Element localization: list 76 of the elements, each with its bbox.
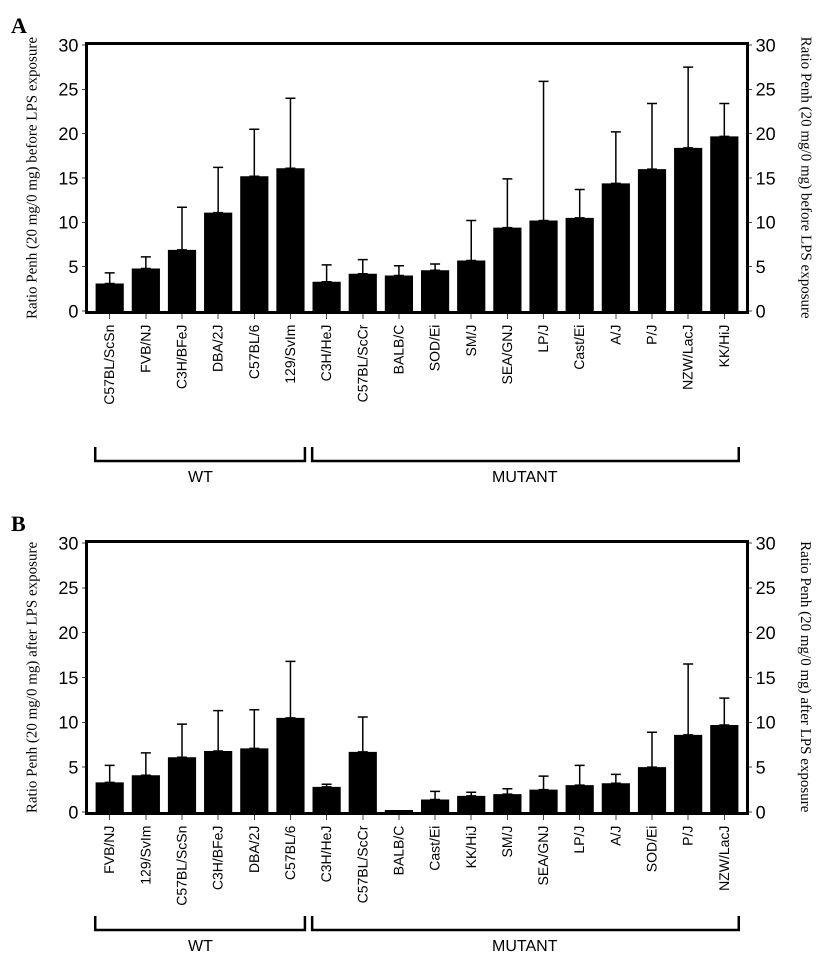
y-tick-label: 15 [58,168,78,188]
y-tick-label: 10 [58,212,78,233]
x-tick-label: DBA/2J [210,324,226,372]
y2-tick-label: 25 [756,578,776,598]
x-tick-label: SOD/Ei [644,826,660,872]
y-tick-label: 10 [58,712,78,733]
x-tick-label: LP/J [535,324,552,353]
x-tick-label: SOD/Ei [426,324,443,372]
y2-tick-label: 25 [756,80,776,100]
x-tick-label: FVB/NJ [137,324,154,373]
y-tick-label: 0 [68,301,78,322]
y2-tick-label: 15 [756,668,776,688]
y2-tick-label: 20 [756,124,776,144]
x-tick-label: C57BL/ScSn [174,826,190,906]
x-tick-label: SM/J [498,826,515,858]
x-tick-label: C57BL/6 [282,825,298,880]
y-tick-label: 0 [68,802,78,822]
y-tick-label: 30 [58,533,78,554]
x-tick-label: KK/HiJ [716,324,732,368]
y-tick-label: 20 [58,124,78,144]
text: MUTANT [492,938,558,955]
y2-axis-title: Ratio Penh (20 mg/0 mg) before LPS exposure [797,36,814,320]
bar [457,796,486,812]
y2-tick-label: 10 [756,212,776,233]
text: MUTANT [492,469,558,486]
y-axis-title: Ratio Penh (20 mg/0 mg) before LPS exposure [24,36,41,320]
x-tick-label: C3H/BFeJ [174,324,190,390]
y2-tick-label: 15 [756,168,776,188]
x-tick-label: C3H/HeJ [318,826,334,882]
x-tick-label: NZW/LacJ [716,826,732,891]
x-tick-label: BALB/C [390,324,406,374]
y-tick-label: 25 [58,578,78,598]
x-tick-label: P/J [680,826,696,846]
y-tick-label: 30 [58,35,78,56]
x-tick-label: SM/J [462,324,479,356]
text: A [11,13,27,38]
y-tick-label: 5 [68,256,78,277]
bar [312,786,341,812]
y-tick-label: 5 [68,757,78,778]
x-tick-label: P/J [644,324,660,345]
y-tick-label: 20 [58,622,78,643]
x-tick-label: KK/HiJ [462,826,479,868]
x-tick-label: C57BL/ScSn [101,324,118,405]
x-tick-label: SEA/GNJ [498,324,515,385]
y2-tick-label: 5 [756,757,766,778]
text: WT [188,938,214,955]
x-tick-label: NZW/LacJ [680,324,696,390]
y2-tick-label: 0 [756,802,766,822]
x-tick-label: 129/SvIm [282,324,298,384]
x-tick-label: BALB/C [390,826,406,876]
x-tick-label: C57BL/ScCr [354,825,370,904]
y2-axis-title: Ratio Penh (20 mg/0 mg) after LPS exposure [796,541,813,813]
x-tick-label: Cast/Ei [426,826,443,871]
x-tick-label: C3H/BFeJ [210,826,226,890]
text: B [11,511,26,536]
y2-tick-label: 5 [756,256,766,277]
x-tick-label: Cast/Ei [571,324,588,370]
x-tick-label: SEA/GNJ [535,826,552,886]
y2-tick-label: 0 [756,301,766,322]
y-tick-label: 15 [58,668,78,688]
y2-tick-label: 20 [756,622,776,643]
y2-tick-label: 30 [756,533,776,554]
x-tick-label: A/J [607,324,624,345]
x-tick-label: 129/SvIm [137,826,154,885]
y-tick-label: 25 [58,80,78,100]
y2-tick-label: 30 [756,35,776,56]
x-tick-label: C3H/HeJ [318,324,334,382]
x-tick-label: LP/J [571,826,588,854]
text: WT [188,469,214,486]
y2-tick-label: 10 [756,712,776,733]
x-tick-label: C57BL/6 [246,324,262,380]
x-tick-label: A/J [607,826,624,846]
x-tick-label: C57BL/ScCr [354,324,370,402]
y-axis-title: Ratio Penh (20 mg/0 mg) after LPS exposure [24,542,41,814]
x-tick-label: DBA/2J [246,826,262,874]
x-tick-label: FVB/NJ [101,826,118,874]
